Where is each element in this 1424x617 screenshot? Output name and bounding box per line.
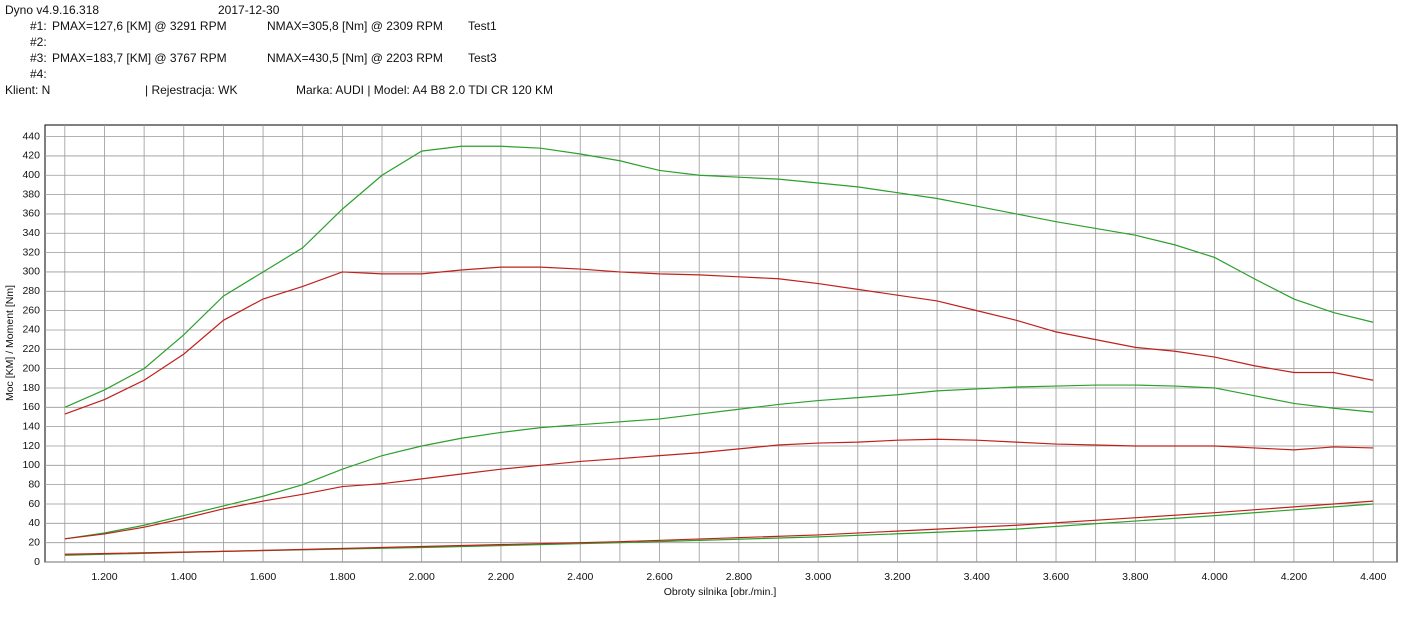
x-tick-label: 4.400 [1360,571,1386,583]
run-nmax: NMAX=430,5 [Nm] @ 2203 RPM [267,51,443,65]
y-tick-label: 40 [28,517,40,529]
x-axis-label: Obroty silnika [obr./min.] [664,586,777,598]
y-tick-label: 120 [22,440,40,452]
y-tick-label: 180 [22,382,40,394]
y-tick-label: 420 [22,150,40,162]
x-tick-label: 4.200 [1281,571,1307,583]
y-tick-label: 400 [22,169,40,181]
client: Klient: N [5,83,50,97]
x-tick-label: 3.600 [1043,571,1069,583]
x-tick-label: 2.800 [726,571,752,583]
y-tick-label: 200 [22,362,40,374]
run-name: Test3 [468,51,497,65]
run-id: #3: [30,51,47,65]
x-tick-label: 2.000 [409,571,435,583]
y-tick-label: 300 [22,266,40,278]
y-tick-label: 380 [22,188,40,200]
curve [64,266,1374,415]
y-tick-label: 440 [22,130,40,142]
y-tick-label: 140 [22,420,40,432]
curve [64,438,1374,540]
y-tick-label: 360 [22,208,40,220]
y-tick-label: 320 [22,246,40,258]
x-tick-label: 1.400 [171,571,197,583]
run-nmax: NMAX=305,8 [Nm] @ 2309 RPM [267,19,443,33]
y-axis-label: Moc [KM] / Moment [Nm] [4,285,16,401]
x-tick-label: 1.600 [250,571,276,583]
y-tick-label: 20 [28,536,40,548]
run-id: #4: [30,67,47,81]
grid: 0 20 40 60 80 100 120 140 160 180 200 220 240 260 280 3… [22,125,1397,583]
plot-area [44,124,1398,563]
y-tick-label: 240 [22,324,40,336]
y-tick-label: 220 [22,343,40,355]
x-tick-label: 1.200 [91,571,117,583]
test-date: 2017-12-30 [218,3,280,17]
curve [64,145,1374,408]
curves [64,145,1374,556]
y-tick-label: 60 [28,498,40,510]
y-tick-label: 0 [34,556,40,568]
run-pmax: PMAX=183,7 [KM] @ 3767 RPM [52,51,227,65]
curve [64,384,1374,540]
x-tick-label: 2.200 [488,571,514,583]
y-tick-label: 160 [22,401,40,413]
x-tick-label: 3.800 [1122,571,1148,583]
run-name: Test1 [468,19,497,33]
run-pmax: PMAX=127,6 [KM] @ 3291 RPM [52,19,227,33]
x-tick-label: 3.400 [964,571,990,583]
vehicle: Marka: AUDI | Model: A4 B8 2.0 TDI CR 12… [296,83,553,97]
x-tick-label: 3.000 [805,571,831,583]
x-tick-label: 2.400 [567,571,593,583]
x-tick-label: 3.200 [884,571,910,583]
x-tick-label: 1.800 [329,571,355,583]
run-id: #1: [30,19,47,33]
app-version: Dyno v4.9.16.318 [5,3,99,17]
x-tick-label: 4.000 [1201,571,1227,583]
y-tick-label: 260 [22,304,40,316]
y-tick-label: 80 [28,478,40,490]
y-tick-label: 100 [22,459,40,471]
x-tick-label: 2.600 [646,571,672,583]
run-id: #2: [30,35,47,49]
registration: | Rejestracja: WK [145,83,237,97]
y-tick-label: 280 [22,285,40,297]
curve [64,500,1374,555]
y-tick-label: 340 [22,227,40,239]
